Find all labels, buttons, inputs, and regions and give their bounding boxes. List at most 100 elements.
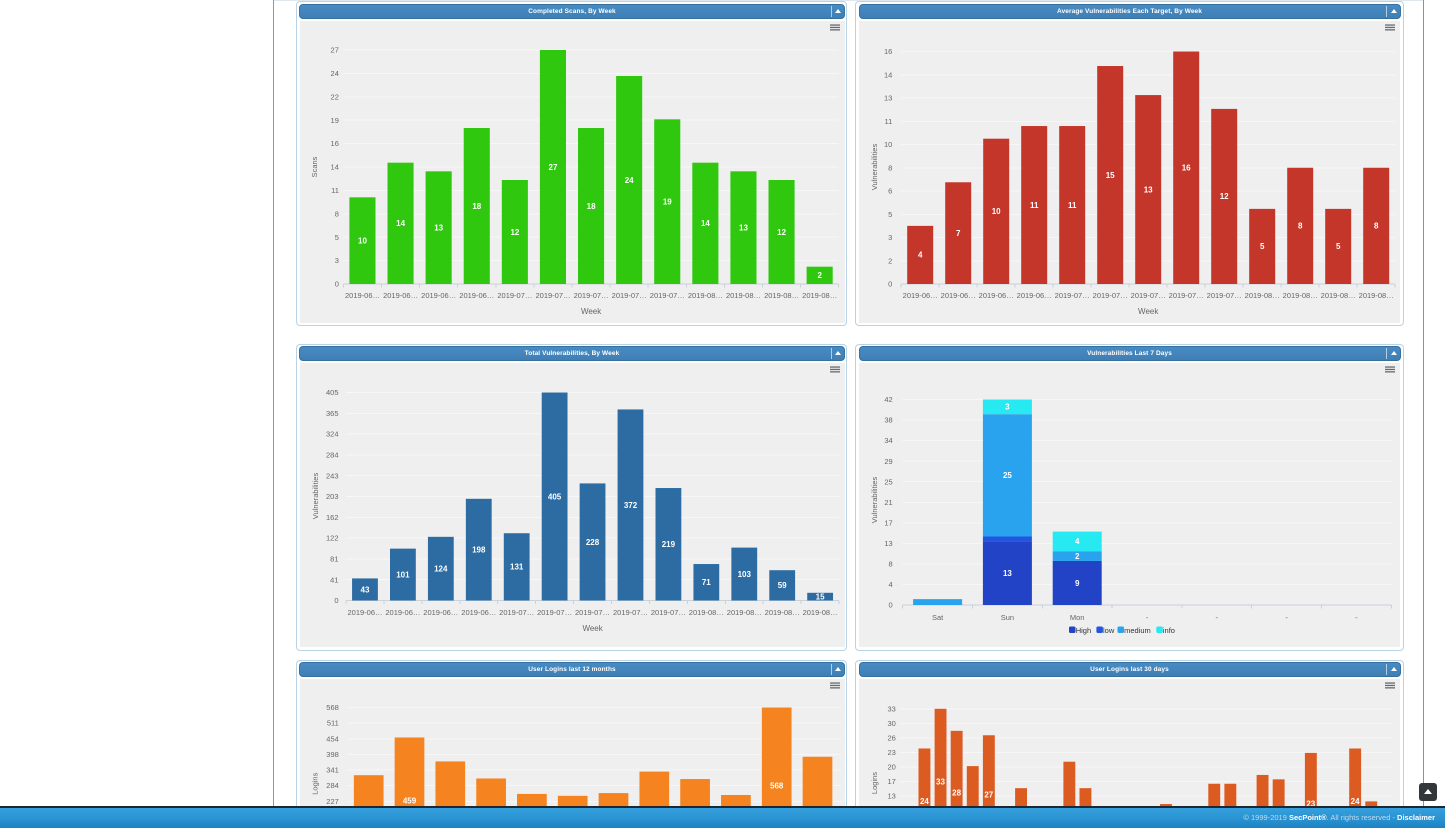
- svg-text:14: 14: [884, 70, 892, 79]
- svg-text:16: 16: [884, 47, 892, 56]
- svg-text:30: 30: [887, 719, 895, 728]
- svg-text:13: 13: [887, 792, 895, 801]
- svg-text:2019-06…: 2019-06…: [344, 290, 379, 299]
- svg-text:-: -: [1146, 613, 1149, 622]
- svg-text:25: 25: [1003, 471, 1012, 480]
- svg-text:8: 8: [1298, 221, 1303, 230]
- svg-text:17: 17: [884, 518, 892, 527]
- svg-text:38: 38: [884, 416, 892, 425]
- svg-text:243: 243: [325, 471, 338, 480]
- svg-text:15: 15: [815, 592, 824, 601]
- svg-text:2019-06…: 2019-06…: [423, 608, 458, 617]
- svg-text:2019-07…: 2019-07…: [499, 608, 534, 617]
- svg-text:2019-07…: 2019-07…: [573, 290, 608, 299]
- svg-text:2019-07…: 2019-07…: [1055, 290, 1090, 299]
- svg-text:24: 24: [920, 797, 929, 806]
- svg-text:8: 8: [1374, 221, 1379, 230]
- svg-text:12: 12: [510, 227, 519, 236]
- svg-text:14: 14: [700, 219, 709, 228]
- svg-text:14: 14: [396, 219, 405, 228]
- svg-text:25: 25: [884, 477, 892, 486]
- svg-text:2: 2: [817, 271, 822, 280]
- svg-text:Sat: Sat: [932, 613, 944, 622]
- svg-text:568: 568: [326, 703, 339, 712]
- svg-text:5: 5: [1336, 242, 1341, 251]
- svg-text:23: 23: [1306, 799, 1315, 806]
- svg-text:284: 284: [325, 451, 338, 460]
- svg-text:10: 10: [992, 207, 1001, 216]
- svg-text:198: 198: [472, 546, 486, 555]
- svg-text:11: 11: [1030, 200, 1039, 209]
- svg-text:2019-07…: 2019-07…: [1207, 290, 1242, 299]
- svg-text:7: 7: [956, 228, 961, 237]
- svg-text:16: 16: [1182, 163, 1191, 172]
- svg-text:info: info: [1163, 626, 1175, 635]
- svg-text:0: 0: [334, 596, 338, 605]
- svg-text:2019-07…: 2019-07…: [611, 290, 646, 299]
- svg-text:405: 405: [547, 492, 561, 501]
- svg-text:2019-07…: 2019-07…: [1169, 290, 1204, 299]
- svg-text:5: 5: [334, 232, 338, 241]
- svg-text:2019-07…: 2019-07…: [497, 290, 532, 299]
- svg-text:6: 6: [888, 186, 892, 195]
- svg-text:16: 16: [330, 139, 338, 148]
- svg-text:27: 27: [330, 45, 338, 54]
- svg-text:219: 219: [661, 540, 675, 549]
- svg-text:2019-08…: 2019-08…: [726, 608, 761, 617]
- svg-text:13: 13: [434, 223, 443, 232]
- svg-text:2019-06…: 2019-06…: [383, 290, 418, 299]
- svg-text:405: 405: [325, 388, 338, 397]
- svg-text:28: 28: [952, 788, 961, 797]
- svg-text:9: 9: [1075, 579, 1080, 588]
- svg-text:568: 568: [770, 782, 784, 791]
- svg-text:2019-06…: 2019-06…: [1017, 290, 1052, 299]
- svg-text:2019-06…: 2019-06…: [461, 608, 496, 617]
- svg-text:2019-08…: 2019-08…: [764, 290, 799, 299]
- svg-text:227: 227: [326, 797, 339, 806]
- svg-text:2019-08…: 2019-08…: [688, 608, 723, 617]
- svg-text:13: 13: [739, 223, 748, 232]
- svg-text:11: 11: [1068, 200, 1077, 209]
- svg-text:5: 5: [1260, 242, 1265, 251]
- svg-text:Week: Week: [582, 624, 603, 633]
- svg-text:2019-06…: 2019-06…: [347, 608, 382, 617]
- svg-text:18: 18: [472, 201, 481, 210]
- svg-text:2019-08…: 2019-08…: [687, 290, 722, 299]
- svg-text:2019-08…: 2019-08…: [1283, 290, 1318, 299]
- svg-text:454: 454: [326, 734, 339, 743]
- svg-text:0: 0: [888, 279, 892, 288]
- svg-text:13: 13: [1144, 185, 1153, 194]
- svg-text:Scans: Scans: [310, 156, 319, 177]
- svg-text:8: 8: [334, 209, 338, 218]
- svg-text:2019-08…: 2019-08…: [802, 290, 837, 299]
- svg-text:2019-07…: 2019-07…: [650, 608, 685, 617]
- svg-text:15: 15: [1106, 170, 1115, 179]
- svg-text:2019-07…: 2019-07…: [535, 290, 570, 299]
- svg-text:12: 12: [777, 227, 786, 236]
- svg-text:2019-08…: 2019-08…: [725, 290, 760, 299]
- svg-text:341: 341: [326, 766, 339, 775]
- svg-text:10: 10: [358, 236, 367, 245]
- svg-text:33: 33: [936, 777, 945, 786]
- svg-text:Logins: Logins: [310, 772, 319, 794]
- svg-text:Logins: Logins: [870, 772, 879, 794]
- svg-text:511: 511: [326, 719, 338, 728]
- svg-text:2019-07…: 2019-07…: [574, 608, 609, 617]
- svg-text:43: 43: [360, 585, 369, 594]
- svg-text:42: 42: [884, 395, 892, 404]
- svg-text:365: 365: [325, 409, 338, 418]
- svg-text:4: 4: [918, 250, 923, 259]
- svg-text:59: 59: [777, 581, 786, 590]
- svg-text:13: 13: [884, 539, 892, 548]
- svg-text:8: 8: [889, 560, 893, 569]
- svg-text:2019-07…: 2019-07…: [1131, 290, 1166, 299]
- svg-text:medium: medium: [1124, 626, 1151, 635]
- svg-text:High: High: [1076, 626, 1091, 635]
- svg-text:Vulnerabilities: Vulnerabilities: [870, 143, 879, 190]
- svg-text:3: 3: [1005, 403, 1010, 412]
- svg-text:Mon: Mon: [1070, 613, 1085, 622]
- svg-text:low: low: [1103, 626, 1115, 635]
- svg-text:459: 459: [402, 796, 416, 805]
- svg-text:0: 0: [334, 279, 338, 288]
- svg-text:19: 19: [330, 115, 338, 124]
